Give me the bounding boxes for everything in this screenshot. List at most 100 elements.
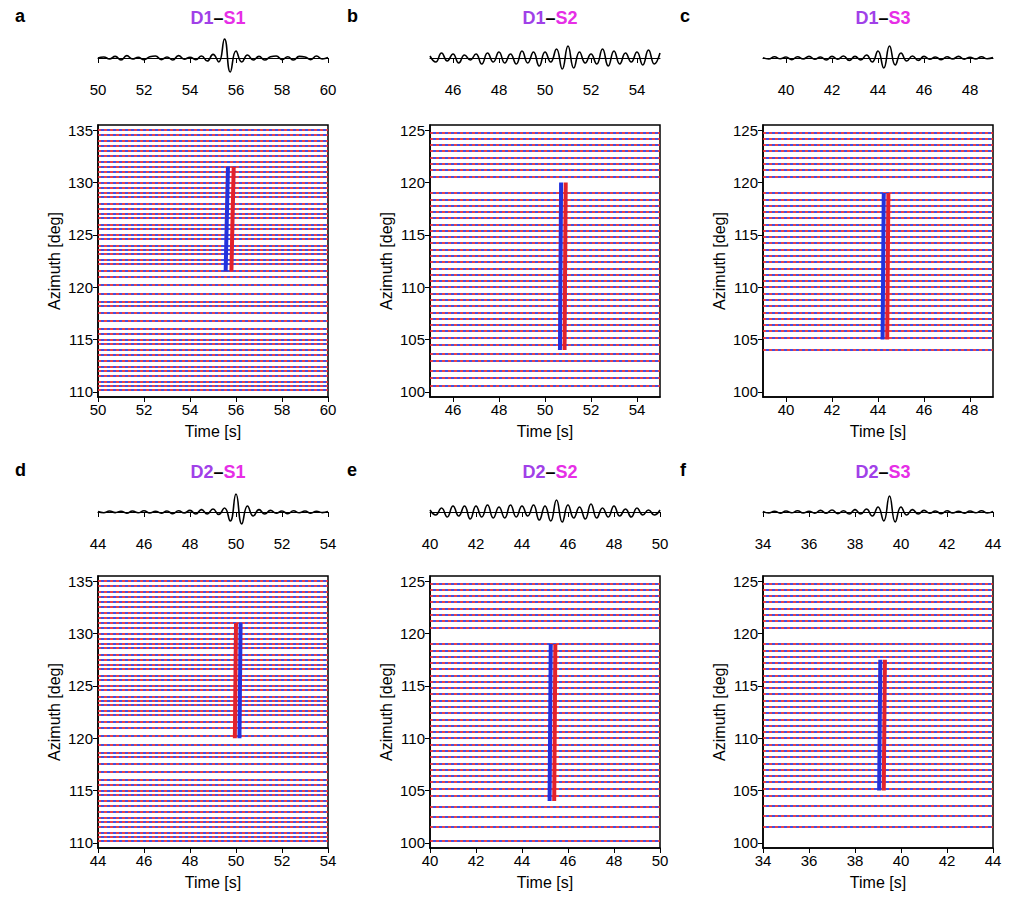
svg-text:48: 48 <box>491 401 508 418</box>
svg-text:42: 42 <box>824 81 841 98</box>
svg-text:D1: D1 <box>190 8 213 28</box>
svg-text:110: 110 <box>734 279 758 296</box>
svg-text:58: 58 <box>274 401 291 418</box>
svg-text:44: 44 <box>90 535 107 552</box>
svg-text:Time [s]: Time [s] <box>850 423 906 440</box>
svg-text:48: 48 <box>962 81 979 98</box>
svg-text:54: 54 <box>629 81 646 98</box>
svg-text:D2: D2 <box>855 462 878 482</box>
svg-text:48: 48 <box>182 535 199 552</box>
svg-text:100: 100 <box>733 383 758 400</box>
svg-text:46: 46 <box>445 81 462 98</box>
svg-text:115: 115 <box>69 782 93 799</box>
svg-text:44: 44 <box>870 81 887 98</box>
svg-text:135: 135 <box>68 573 93 590</box>
svg-text:52: 52 <box>136 401 153 418</box>
svg-text:50: 50 <box>652 852 669 869</box>
svg-text:34: 34 <box>755 535 772 552</box>
svg-text:54: 54 <box>320 535 337 552</box>
svg-text:110: 110 <box>401 730 425 747</box>
svg-text:46: 46 <box>560 852 577 869</box>
svg-text:S3: S3 <box>888 8 910 28</box>
svg-text:40: 40 <box>893 535 910 552</box>
svg-text:130: 130 <box>68 625 93 642</box>
svg-text:46: 46 <box>136 535 153 552</box>
svg-text:a: a <box>15 6 26 26</box>
svg-text:125: 125 <box>400 122 425 139</box>
svg-text:44: 44 <box>514 535 531 552</box>
svg-text:46: 46 <box>136 852 153 869</box>
svg-text:115: 115 <box>401 226 425 243</box>
svg-text:60: 60 <box>320 401 337 418</box>
svg-text:110: 110 <box>734 730 758 747</box>
svg-text:40: 40 <box>893 852 910 869</box>
svg-text:d: d <box>15 460 26 480</box>
svg-text:52: 52 <box>274 535 291 552</box>
svg-text:Azimuth [deg]: Azimuth [deg] <box>46 663 63 761</box>
svg-text:100: 100 <box>400 834 425 851</box>
svg-text:115: 115 <box>401 677 425 694</box>
svg-text:c: c <box>680 6 690 26</box>
svg-text:40: 40 <box>422 535 439 552</box>
svg-text:–: – <box>213 8 223 28</box>
svg-text:120: 120 <box>68 730 93 747</box>
svg-text:125: 125 <box>68 226 93 243</box>
svg-text:120: 120 <box>400 174 425 191</box>
svg-text:44: 44 <box>985 535 1002 552</box>
svg-text:50: 50 <box>537 81 554 98</box>
svg-text:–: – <box>878 462 888 482</box>
svg-text:–: – <box>545 8 555 28</box>
svg-text:50: 50 <box>90 81 107 98</box>
svg-text:44: 44 <box>985 852 1002 869</box>
svg-text:135: 135 <box>68 122 93 139</box>
svg-text:58: 58 <box>274 81 291 98</box>
svg-text:D2: D2 <box>522 462 545 482</box>
svg-text:52: 52 <box>583 401 600 418</box>
svg-text:S3: S3 <box>888 462 910 482</box>
svg-text:Time [s]: Time [s] <box>185 874 241 891</box>
svg-text:Azimuth [deg]: Azimuth [deg] <box>378 663 395 761</box>
svg-text:100: 100 <box>400 383 425 400</box>
svg-text:125: 125 <box>733 573 758 590</box>
svg-text:–: – <box>545 462 555 482</box>
svg-text:42: 42 <box>939 535 956 552</box>
svg-text:120: 120 <box>733 625 758 642</box>
svg-text:105: 105 <box>400 782 425 799</box>
svg-text:110: 110 <box>401 279 425 296</box>
svg-text:48: 48 <box>606 852 623 869</box>
svg-text:Time [s]: Time [s] <box>517 874 573 891</box>
svg-text:48: 48 <box>606 535 623 552</box>
svg-text:120: 120 <box>733 174 758 191</box>
svg-text:52: 52 <box>274 852 291 869</box>
svg-text:100: 100 <box>733 834 758 851</box>
svg-text:38: 38 <box>847 535 864 552</box>
svg-text:54: 54 <box>320 852 337 869</box>
svg-text:Time [s]: Time [s] <box>517 423 573 440</box>
svg-text:125: 125 <box>400 573 425 590</box>
svg-text:50: 50 <box>228 852 245 869</box>
svg-text:34: 34 <box>755 852 772 869</box>
svg-text:50: 50 <box>537 401 554 418</box>
svg-text:f: f <box>680 460 687 480</box>
svg-text:40: 40 <box>778 81 795 98</box>
svg-text:50: 50 <box>228 535 245 552</box>
svg-text:44: 44 <box>514 852 531 869</box>
svg-text:40: 40 <box>778 401 795 418</box>
svg-text:115: 115 <box>734 226 758 243</box>
svg-text:S1: S1 <box>223 462 245 482</box>
svg-text:D1: D1 <box>522 8 545 28</box>
svg-text:52: 52 <box>136 81 153 98</box>
svg-text:46: 46 <box>916 81 933 98</box>
svg-text:50: 50 <box>652 535 669 552</box>
svg-text:54: 54 <box>182 81 199 98</box>
svg-text:46: 46 <box>560 535 577 552</box>
svg-text:36: 36 <box>801 852 818 869</box>
svg-text:105: 105 <box>733 782 758 799</box>
svg-text:–: – <box>213 462 223 482</box>
svg-text:60: 60 <box>320 81 337 98</box>
svg-text:Azimuth [deg]: Azimuth [deg] <box>46 212 63 310</box>
svg-text:b: b <box>347 6 358 26</box>
svg-text:D2: D2 <box>190 462 213 482</box>
svg-text:120: 120 <box>68 279 93 296</box>
svg-text:36: 36 <box>801 535 818 552</box>
